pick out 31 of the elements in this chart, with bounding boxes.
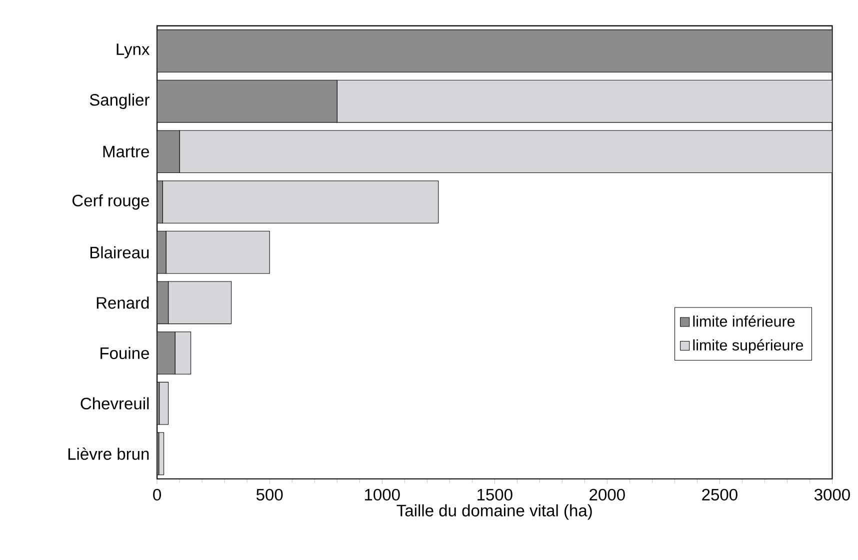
bar <box>157 281 168 324</box>
bar <box>157 29 832 72</box>
bar <box>168 281 232 324</box>
bar <box>157 80 338 123</box>
x-tick-label: 2000 <box>590 488 625 500</box>
x-tick-label: 2500 <box>702 488 738 500</box>
bar <box>162 180 439 224</box>
x-tick-label: 1500 <box>478 488 512 500</box>
bar <box>166 230 270 274</box>
y-tick-label: Lynx <box>116 43 150 58</box>
y-tick-label: Renard <box>96 296 149 309</box>
x-tick-label: 1000 <box>365 488 400 500</box>
bar <box>159 382 169 425</box>
legend-label: limite supérieure <box>693 339 804 354</box>
bar <box>174 332 192 374</box>
x-axis-title: Taille du domaine vital (ha) <box>396 504 592 520</box>
y-tick-label: Chevreuil <box>80 397 149 410</box>
bar <box>336 80 832 123</box>
y-tick-label: Sanglier <box>90 94 150 109</box>
y-tick-label: Fouine <box>100 346 150 360</box>
bar <box>179 130 832 173</box>
x-tick-label: 0 <box>153 488 162 500</box>
y-tick-label: Cerf rouge <box>72 194 149 210</box>
y-tick-label: Blaireau <box>90 246 149 258</box>
y-tick-label: Lièvre brun <box>68 447 149 460</box>
bar <box>157 130 180 173</box>
bar <box>157 332 176 374</box>
x-tick-label: 500 <box>256 488 283 500</box>
y-tick-label: Martre <box>103 146 150 158</box>
legend-label: limite inférieure <box>693 315 795 327</box>
x-tick-label: 3000 <box>814 488 850 500</box>
